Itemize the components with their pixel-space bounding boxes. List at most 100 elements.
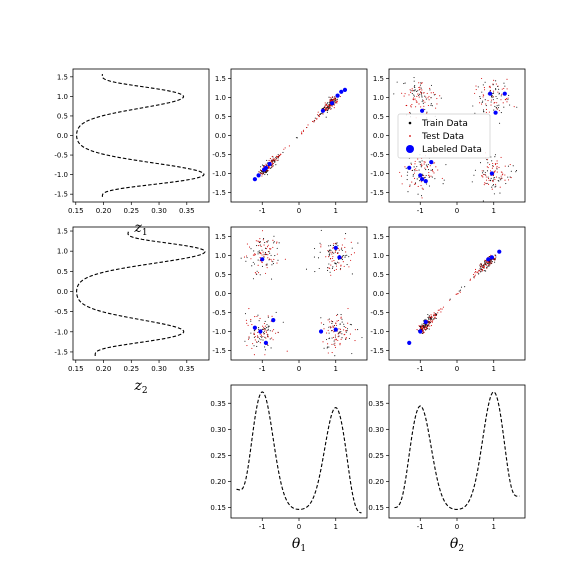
- train-point: [474, 112, 476, 114]
- train-point: [409, 112, 411, 114]
- train-point: [333, 343, 335, 345]
- test-point: [320, 322, 322, 324]
- train-point: [266, 171, 268, 173]
- labeled-point: [489, 171, 495, 176]
- train-point: [498, 104, 500, 106]
- test-point: [328, 267, 330, 269]
- panel-r0c2: -1 0 1 -1.5 -1.0 -0.5 0.0 0.5 1.0 1.5 Train Data Te…: [370, 68, 526, 215]
- train-point: [422, 99, 424, 101]
- test-point: [332, 256, 334, 258]
- test-point: [435, 166, 437, 168]
- test-point: [504, 179, 506, 181]
- test-point: [400, 175, 403, 177]
- train-point: [490, 101, 492, 103]
- test-point: [442, 306, 444, 308]
- train-point: [409, 184, 411, 186]
- train-point: [430, 103, 432, 105]
- test-point: [334, 250, 336, 252]
- x-tick-label: -1: [259, 523, 266, 531]
- train-point: [507, 99, 509, 101]
- train-point: [492, 99, 494, 101]
- test-point: [335, 324, 338, 326]
- train-point: [264, 242, 266, 244]
- legend-label: Test Data: [421, 132, 464, 142]
- test-point: [277, 157, 279, 159]
- train-point: [267, 329, 269, 331]
- test-point: [474, 274, 476, 276]
- test-point: [502, 102, 504, 104]
- test-point: [271, 166, 273, 168]
- test-point: [415, 168, 417, 170]
- test-point: [410, 91, 412, 93]
- train-point: [407, 191, 409, 193]
- train-point: [314, 117, 316, 119]
- test-point: [449, 299, 451, 301]
- test-point: [348, 266, 350, 268]
- train-point: [438, 309, 440, 311]
- test-point: [414, 183, 417, 185]
- train-point: [325, 104, 327, 106]
- test-point: [247, 324, 249, 326]
- train-point: [499, 122, 501, 124]
- train-point: [331, 322, 333, 325]
- train-point: [266, 263, 268, 265]
- train-point: [421, 91, 423, 93]
- train-point: [413, 95, 415, 97]
- train-point: [474, 268, 477, 271]
- test-point: [266, 159, 268, 161]
- test-point: [492, 180, 494, 182]
- train-point: [419, 327, 422, 329]
- test-point: [413, 172, 415, 174]
- train-point: [429, 89, 431, 91]
- train-point: [332, 244, 334, 246]
- test-point: [489, 87, 491, 89]
- train-point: [340, 268, 342, 270]
- test-point: [399, 171, 401, 173]
- test-point: [330, 274, 332, 276]
- test-point: [417, 93, 419, 95]
- test-point: [485, 103, 487, 105]
- train-point: [494, 186, 496, 188]
- test-point: [430, 92, 432, 94]
- test-point: [259, 252, 261, 254]
- train-point: [327, 106, 329, 108]
- test-point: [510, 177, 512, 179]
- test-point: [424, 161, 426, 163]
- y-tick-label: 0.5: [215, 271, 226, 279]
- legend-marker: [409, 135, 411, 137]
- test-point: [484, 262, 486, 264]
- train-point: [269, 330, 271, 332]
- train-point: [277, 156, 279, 158]
- labeled-point: [267, 161, 272, 167]
- train-point: [336, 242, 338, 244]
- train-point: [481, 265, 483, 267]
- test-point: [254, 339, 256, 341]
- test-point: [423, 331, 425, 333]
- test-point: [333, 336, 335, 338]
- test-point: [474, 92, 476, 94]
- train-point: [433, 313, 435, 315]
- test-point: [328, 104, 330, 106]
- test-point: [496, 171, 498, 173]
- train-point: [326, 347, 328, 349]
- labeled-point: [263, 340, 269, 345]
- test-point: [424, 328, 426, 330]
- test-point: [431, 316, 433, 318]
- train-point: [351, 273, 353, 275]
- train-point: [260, 335, 262, 338]
- test-point: [420, 91, 422, 93]
- test-point: [424, 101, 426, 103]
- test-point: [495, 164, 497, 166]
- test-point: [268, 258, 271, 260]
- train-point: [416, 178, 418, 180]
- test-point: [320, 246, 322, 248]
- train-point: [482, 100, 484, 102]
- train-point: [417, 90, 419, 92]
- test-point: [262, 239, 264, 241]
- test-point: [335, 99, 337, 101]
- test-point: [472, 273, 475, 276]
- test-point: [480, 103, 483, 105]
- x-tick-label: 0.25: [123, 365, 139, 373]
- train-point: [420, 195, 423, 197]
- train-point: [421, 101, 423, 103]
